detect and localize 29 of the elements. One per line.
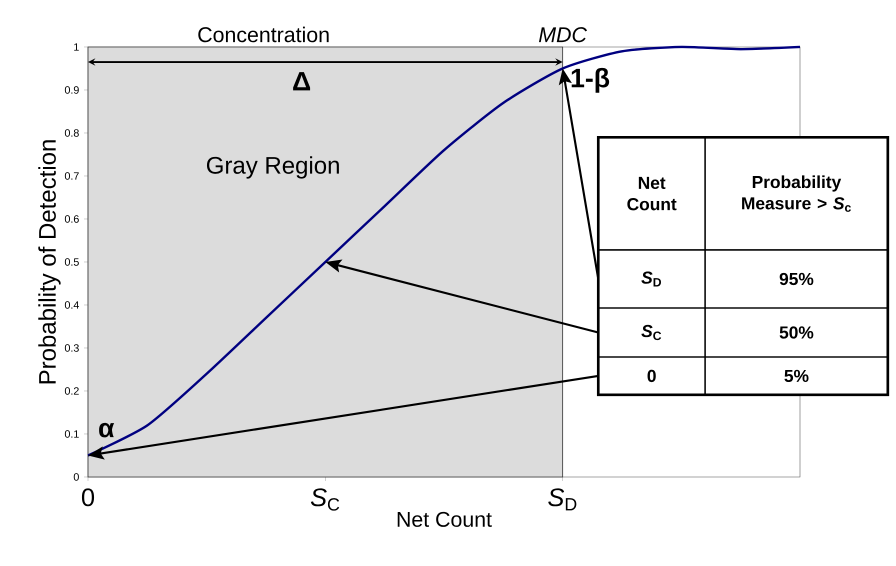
text: Concentration [198, 26, 329, 42]
x-tick-label: S$_{C}$ [310, 488, 340, 511]
y-tick-label: 0.1 [64, 430, 79, 438]
band-label: Gray Region [206, 156, 339, 179]
y-tick-label: 0.2 [64, 387, 79, 395]
x-axis-title: Net Count [398, 512, 492, 527]
annotation: 95% [780, 272, 814, 286]
annotation: 1-β [572, 68, 610, 93]
annotation: Probability Measure > S$_{c}$ [742, 175, 851, 212]
y-tick-label: 0.3 [64, 344, 79, 352]
y-tick-label: 0.7 [64, 172, 79, 180]
y-tick-label: 0.5 [64, 258, 79, 266]
y-tick-label: 0.4 [64, 301, 79, 309]
y-tick-label: 0 [74, 473, 79, 481]
annotation: 5% [784, 370, 809, 382]
annotation: Δ [293, 72, 310, 90]
y-tick-label: 0.9 [64, 86, 79, 94]
annotation: α [99, 422, 114, 438]
x-tick-label: S$_{D}$ [548, 488, 576, 510]
text: MDC [538, 27, 588, 42]
y-tick-label: 0.6 [64, 215, 79, 223]
annotation: 0 [648, 370, 656, 382]
annotation: S$_{D}$ [641, 271, 661, 286]
y-axis-title: Probability of Detection [38, 140, 61, 384]
y-tick-label: 0.8 [64, 129, 79, 137]
annotation: 50% [780, 326, 814, 339]
annotation: Net Count [627, 176, 676, 210]
y-tick-label: 1 [74, 43, 79, 51]
annotation: S$_{C}$ [641, 324, 662, 340]
